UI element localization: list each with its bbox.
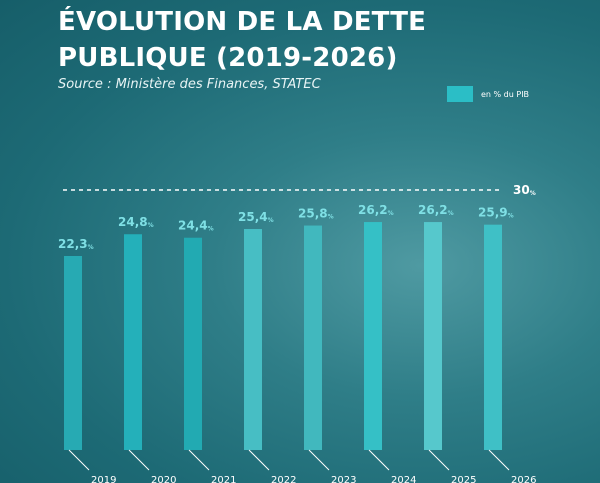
bar xyxy=(304,225,322,450)
data-label: 25,4% xyxy=(238,210,274,224)
legend: en % du PIB xyxy=(447,85,529,103)
bar xyxy=(64,255,82,450)
data-label-unit: % xyxy=(508,213,514,220)
plot-area: 30% 22,3% 2019 24,8% 2020 24,4% 2021 25,4% 2022 2… xyxy=(58,183,536,483)
bar xyxy=(424,222,442,450)
data-label: 25,9% xyxy=(478,206,514,220)
data-label-unit: % xyxy=(148,222,154,229)
data-label: 26,2% xyxy=(358,203,394,217)
x-tick-label: 2025 xyxy=(451,475,476,483)
axis-tick xyxy=(68,449,90,471)
data-label: 25,8% xyxy=(298,207,334,221)
data-label: 22,3% xyxy=(58,237,94,251)
axis-tick xyxy=(248,449,270,471)
bar xyxy=(184,237,202,450)
axis-tick xyxy=(188,449,210,471)
data-label-unit: % xyxy=(268,217,274,224)
axis-tick xyxy=(428,449,450,471)
axis-tick xyxy=(308,449,330,471)
x-tick-label: 2019 xyxy=(91,475,116,483)
data-label: 24,8% xyxy=(118,215,154,229)
x-tick-label: 2020 xyxy=(151,475,176,483)
chart-source: Source : Ministère des Finances, STATEC xyxy=(58,77,321,92)
bar xyxy=(244,229,262,450)
data-label: 24,4% xyxy=(178,219,214,233)
x-tick-label: 2021 xyxy=(211,475,236,483)
data-label-unit: % xyxy=(208,226,214,233)
axis-tick xyxy=(128,449,150,471)
legend-swatch xyxy=(447,86,473,102)
axis-tick xyxy=(488,449,510,471)
bar xyxy=(484,224,502,450)
x-tick-label: 2023 xyxy=(331,475,356,483)
chart-title: ÉVOLUTION DE LA DETTE PUBLIQUE (2019-202… xyxy=(58,7,427,73)
x-tick-label: 2022 xyxy=(271,475,296,483)
data-label-unit: % xyxy=(448,210,454,217)
data-label-unit: % xyxy=(328,214,334,221)
bar xyxy=(124,234,142,450)
x-tick-label: 2026 xyxy=(511,475,536,483)
data-label-unit: % xyxy=(88,244,94,251)
data-label: 26,2% xyxy=(418,203,454,217)
legend-label: en % du PIB xyxy=(481,89,530,99)
axis-tick xyxy=(368,449,390,471)
x-tick-label: 2024 xyxy=(391,475,416,483)
bar xyxy=(364,222,382,450)
reference-line-label: 30% xyxy=(513,183,536,197)
data-label-unit: % xyxy=(388,210,394,217)
reference-line-unit: % xyxy=(530,190,536,197)
